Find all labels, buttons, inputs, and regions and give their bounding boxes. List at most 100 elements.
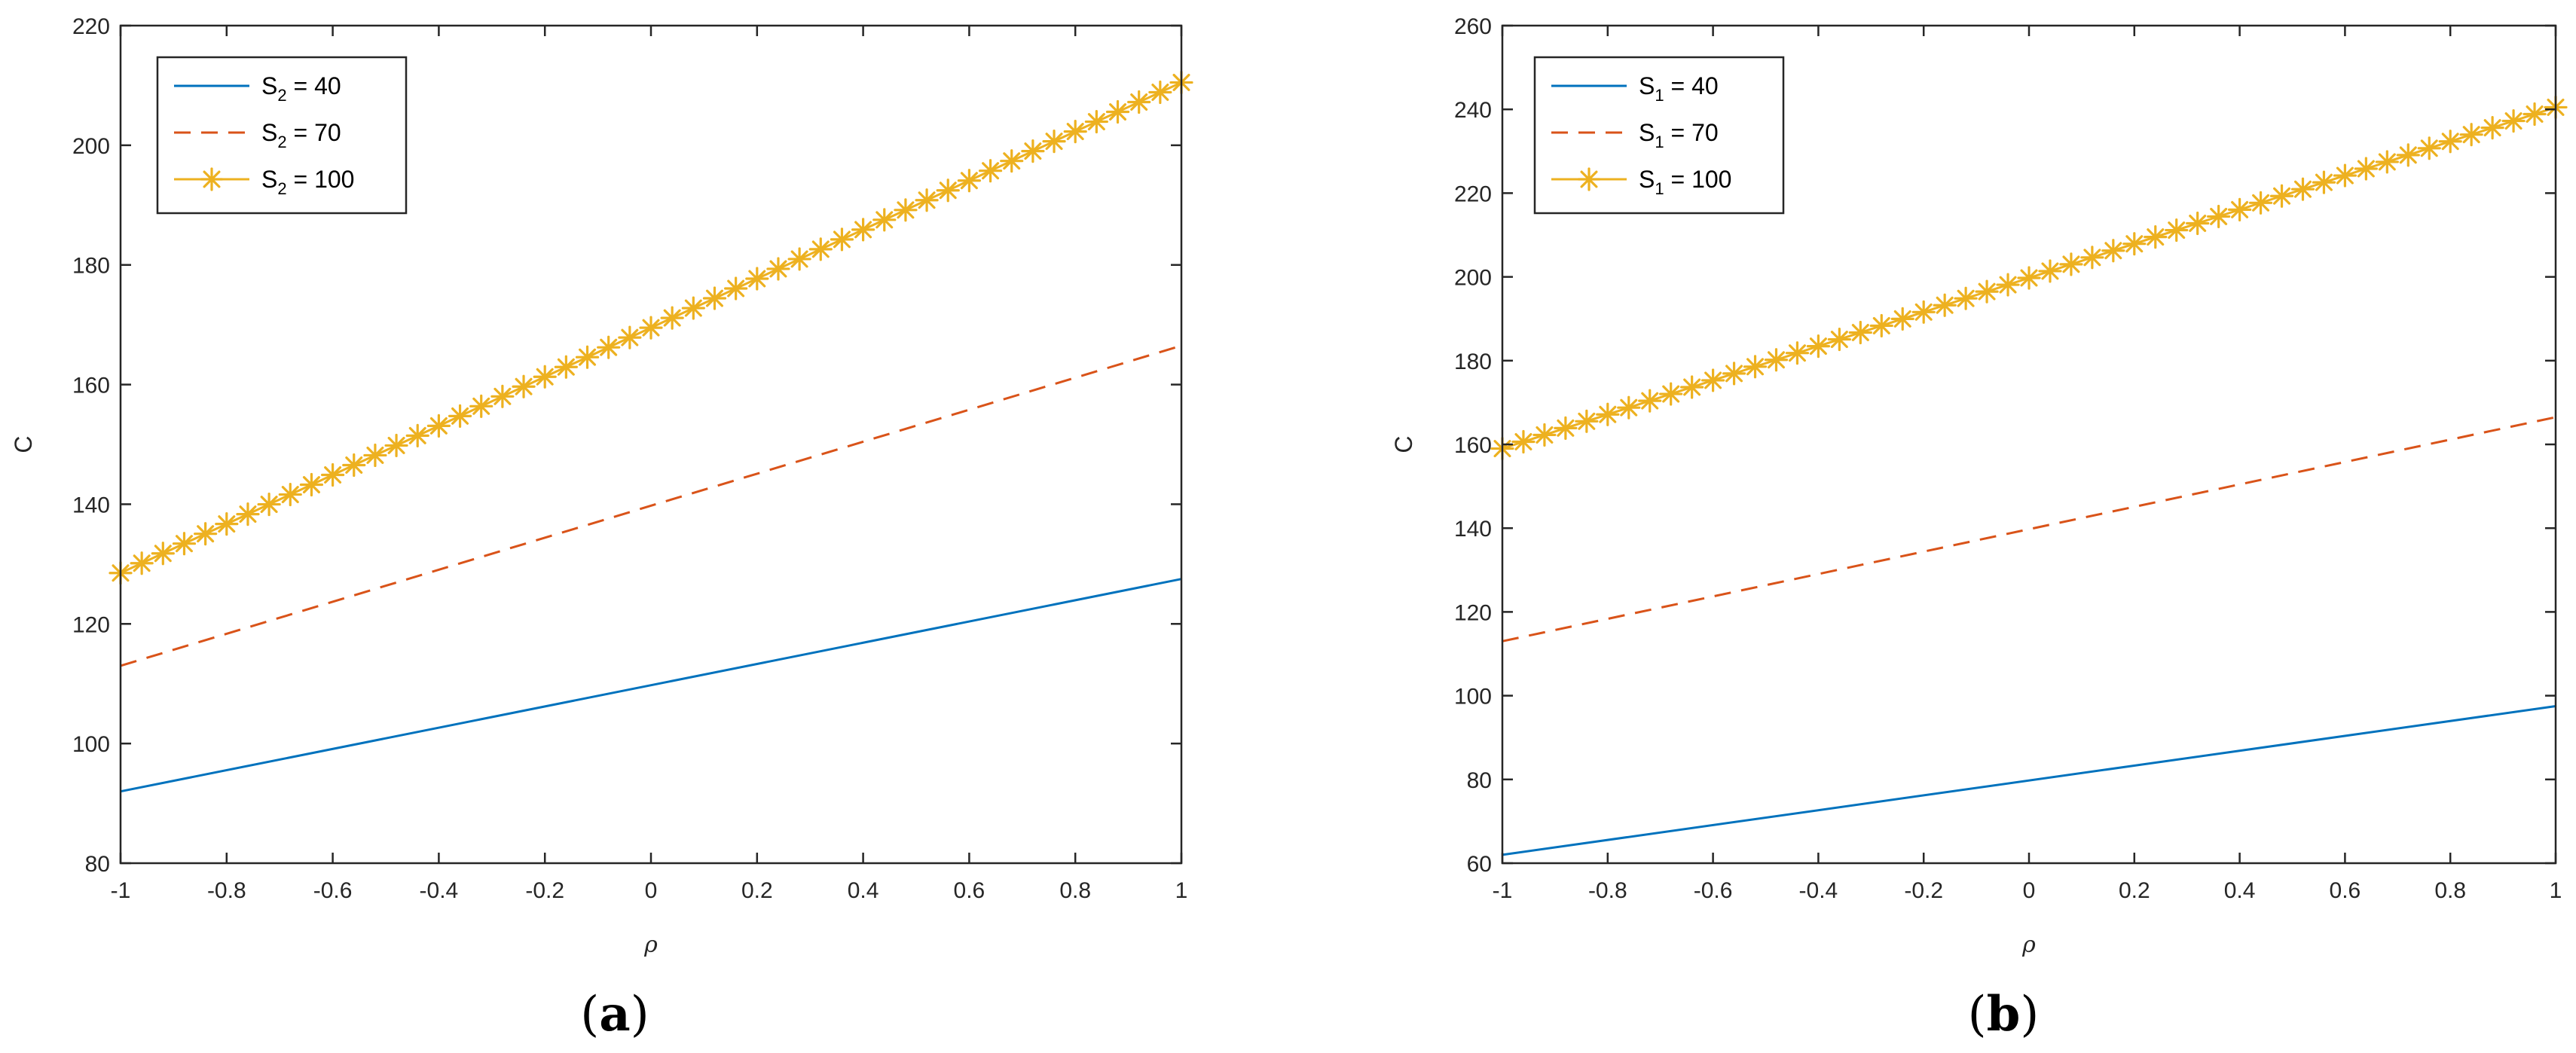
legend-label-main-b-2: S — [1639, 166, 1655, 193]
xtick-label-b-10: 1 — [2550, 878, 2562, 903]
series-marker-b-2-40 — [2333, 163, 2357, 188]
series-marker-a-2-37 — [894, 198, 918, 222]
xlabel-b: ρ — [2021, 932, 2036, 958]
series-marker-b-2-31 — [2144, 225, 2168, 249]
xtick-label-a-6: 0.2 — [741, 878, 773, 903]
series-marker-a-2-15 — [426, 414, 451, 438]
series-marker-a-2-7 — [257, 492, 281, 517]
series-marker-b-2-47 — [2480, 116, 2504, 140]
xtick-label-b-7: 0.4 — [2224, 878, 2256, 903]
xtick-label-b-8: 0.6 — [2330, 878, 2361, 903]
series-marker-b-2-23 — [1975, 279, 1999, 304]
legend-label-b-2: S1 = 100 — [1639, 166, 1731, 198]
series-marker-a-2-18 — [490, 384, 515, 408]
series-marker-a-2-27 — [681, 296, 705, 320]
legend-label-main-a-0: S — [261, 72, 277, 99]
series-marker-b-2-4 — [1575, 409, 1599, 433]
ytick-label-b-0: 60 — [1467, 852, 1492, 877]
legend-label-sub-a-1: 2 — [277, 133, 286, 151]
legend-label-a-1: S2 = 70 — [261, 119, 341, 151]
series-marker-b-2-1 — [1511, 429, 1536, 454]
ytick-label-b-4: 140 — [1454, 517, 1492, 542]
series-line-a-1 — [120, 344, 1182, 667]
series-marker-a-2-31 — [766, 257, 790, 281]
ytick-label-a-4: 160 — [72, 374, 110, 398]
panel-label-a-close: ) — [631, 987, 649, 1042]
series-marker-a-2-25 — [639, 316, 663, 340]
series-marker-a-2-41 — [978, 159, 1003, 183]
series-marker-a-2-16 — [448, 404, 472, 428]
ylabel-b: C — [1390, 435, 1417, 453]
xtick-label-a-2: -0.6 — [313, 878, 353, 903]
series-marker-b-2-45 — [2438, 130, 2462, 154]
series-marker-b-2-38 — [2290, 177, 2315, 201]
xtick-label-b-0: -1 — [1493, 878, 1513, 903]
legend-label-sub-a-2: 2 — [277, 179, 286, 198]
series-marker-a-2-44 — [1042, 130, 1066, 154]
series-line-b-1 — [1502, 416, 2556, 642]
series-marker-b-2-22 — [1954, 286, 1978, 310]
xtick-label-a-1: -0.8 — [207, 878, 246, 903]
xtick-label-b-4: -0.2 — [1904, 878, 1943, 903]
series-marker-a-2-34 — [830, 227, 854, 252]
series-marker-a-2-26 — [660, 306, 684, 330]
series-marker-b-2-15 — [1806, 334, 1830, 359]
series-marker-b-2-28 — [2080, 246, 2104, 270]
series-marker-b-2-5 — [1596, 402, 1620, 426]
panel-b: -1 -0.8 -0.6 -0.4 -0.2 0 0.2 0.4 0.6 0.8 1 60 80 100… — [1390, 14, 2568, 1042]
series-marker-a-2-2 — [151, 542, 175, 566]
legend-label-rest-a-0: = 40 — [287, 72, 341, 99]
legend-label-b-0: S1 = 40 — [1639, 72, 1719, 105]
xtick-label-b-5: 0 — [2023, 878, 2036, 903]
series-line-b-0 — [1502, 705, 2556, 856]
series-line-a-0 — [120, 578, 1182, 793]
ytick-label-b-5: 160 — [1454, 433, 1492, 458]
series-marker-a-2-47 — [1105, 99, 1130, 124]
series-marker-b-2-26 — [2038, 259, 2062, 283]
series-marker-b-2-33 — [2186, 211, 2210, 236]
legend-label-sub-b-0: 1 — [1655, 86, 1664, 105]
series-marker-b-2-30 — [2122, 232, 2147, 256]
series-marker-a-2-3 — [172, 532, 197, 556]
series-marker-a-2-29 — [724, 276, 748, 301]
xtick-label-a-5: 0 — [645, 878, 658, 903]
series-marker-b-2-46 — [2459, 123, 2483, 147]
series-marker-a-2-17 — [469, 394, 494, 418]
series-marker-b-2-17 — [1848, 320, 1872, 345]
ytick-label-a-2: 120 — [72, 612, 110, 637]
panel-a: -1 -0.8 -0.6 -0.4 -0.2 0 0.2 0.4 0.6 0.8 1 80 100 12… — [10, 14, 1193, 1042]
series-marker-b-2-18 — [1869, 313, 1893, 338]
series-marker-a-2-22 — [575, 345, 600, 369]
series-marker-b-2-41 — [2354, 157, 2378, 181]
ytick-label-b-3: 120 — [1454, 600, 1492, 625]
panel-label-a-open: ( — [580, 987, 599, 1042]
series-marker-b-2-25 — [2017, 266, 2041, 290]
xtick-label-b-3: -0.4 — [1799, 878, 1838, 903]
legend-label-rest-a-1: = 70 — [287, 119, 341, 146]
xtick-label-a-7: 0.4 — [848, 878, 879, 903]
legend-marker-a-2 — [200, 167, 224, 191]
series-marker-a-2-12 — [363, 443, 387, 468]
legend-label-rest-b-0: = 40 — [1664, 72, 1719, 99]
legend-box-a — [156, 56, 408, 215]
ytick-label-a-7: 220 — [72, 14, 110, 39]
xtick-label-b-9: 0.8 — [2434, 878, 2466, 903]
ytick-label-b-6: 180 — [1454, 349, 1492, 374]
series-marker-b-2-49 — [2523, 102, 2547, 127]
series-marker-b-2-29 — [2101, 239, 2125, 263]
series-marker-b-2-42 — [2375, 150, 2399, 174]
xtick-label-a-3: -0.4 — [420, 878, 459, 903]
legend-label-b-1: S1 = 70 — [1639, 119, 1719, 151]
legend-marker-b-2 — [1577, 167, 1601, 191]
ytick-label-b-2: 100 — [1454, 685, 1492, 710]
series-marker-a-2-33 — [808, 237, 833, 261]
series-marker-a-2-24 — [618, 325, 642, 349]
series-marker-a-2-49 — [1148, 80, 1172, 105]
series-marker-b-2-13 — [1764, 348, 1789, 372]
series-marker-a-2-5 — [215, 512, 239, 536]
legend-label-main-a-2: S — [261, 166, 277, 193]
series-marker-a-2-14 — [405, 423, 429, 448]
ytick-label-a-3: 140 — [72, 493, 110, 517]
yticks-a: 80 100 120 140 160 180 200 220 — [72, 14, 1181, 877]
series-marker-b-2-19 — [1890, 307, 1914, 331]
